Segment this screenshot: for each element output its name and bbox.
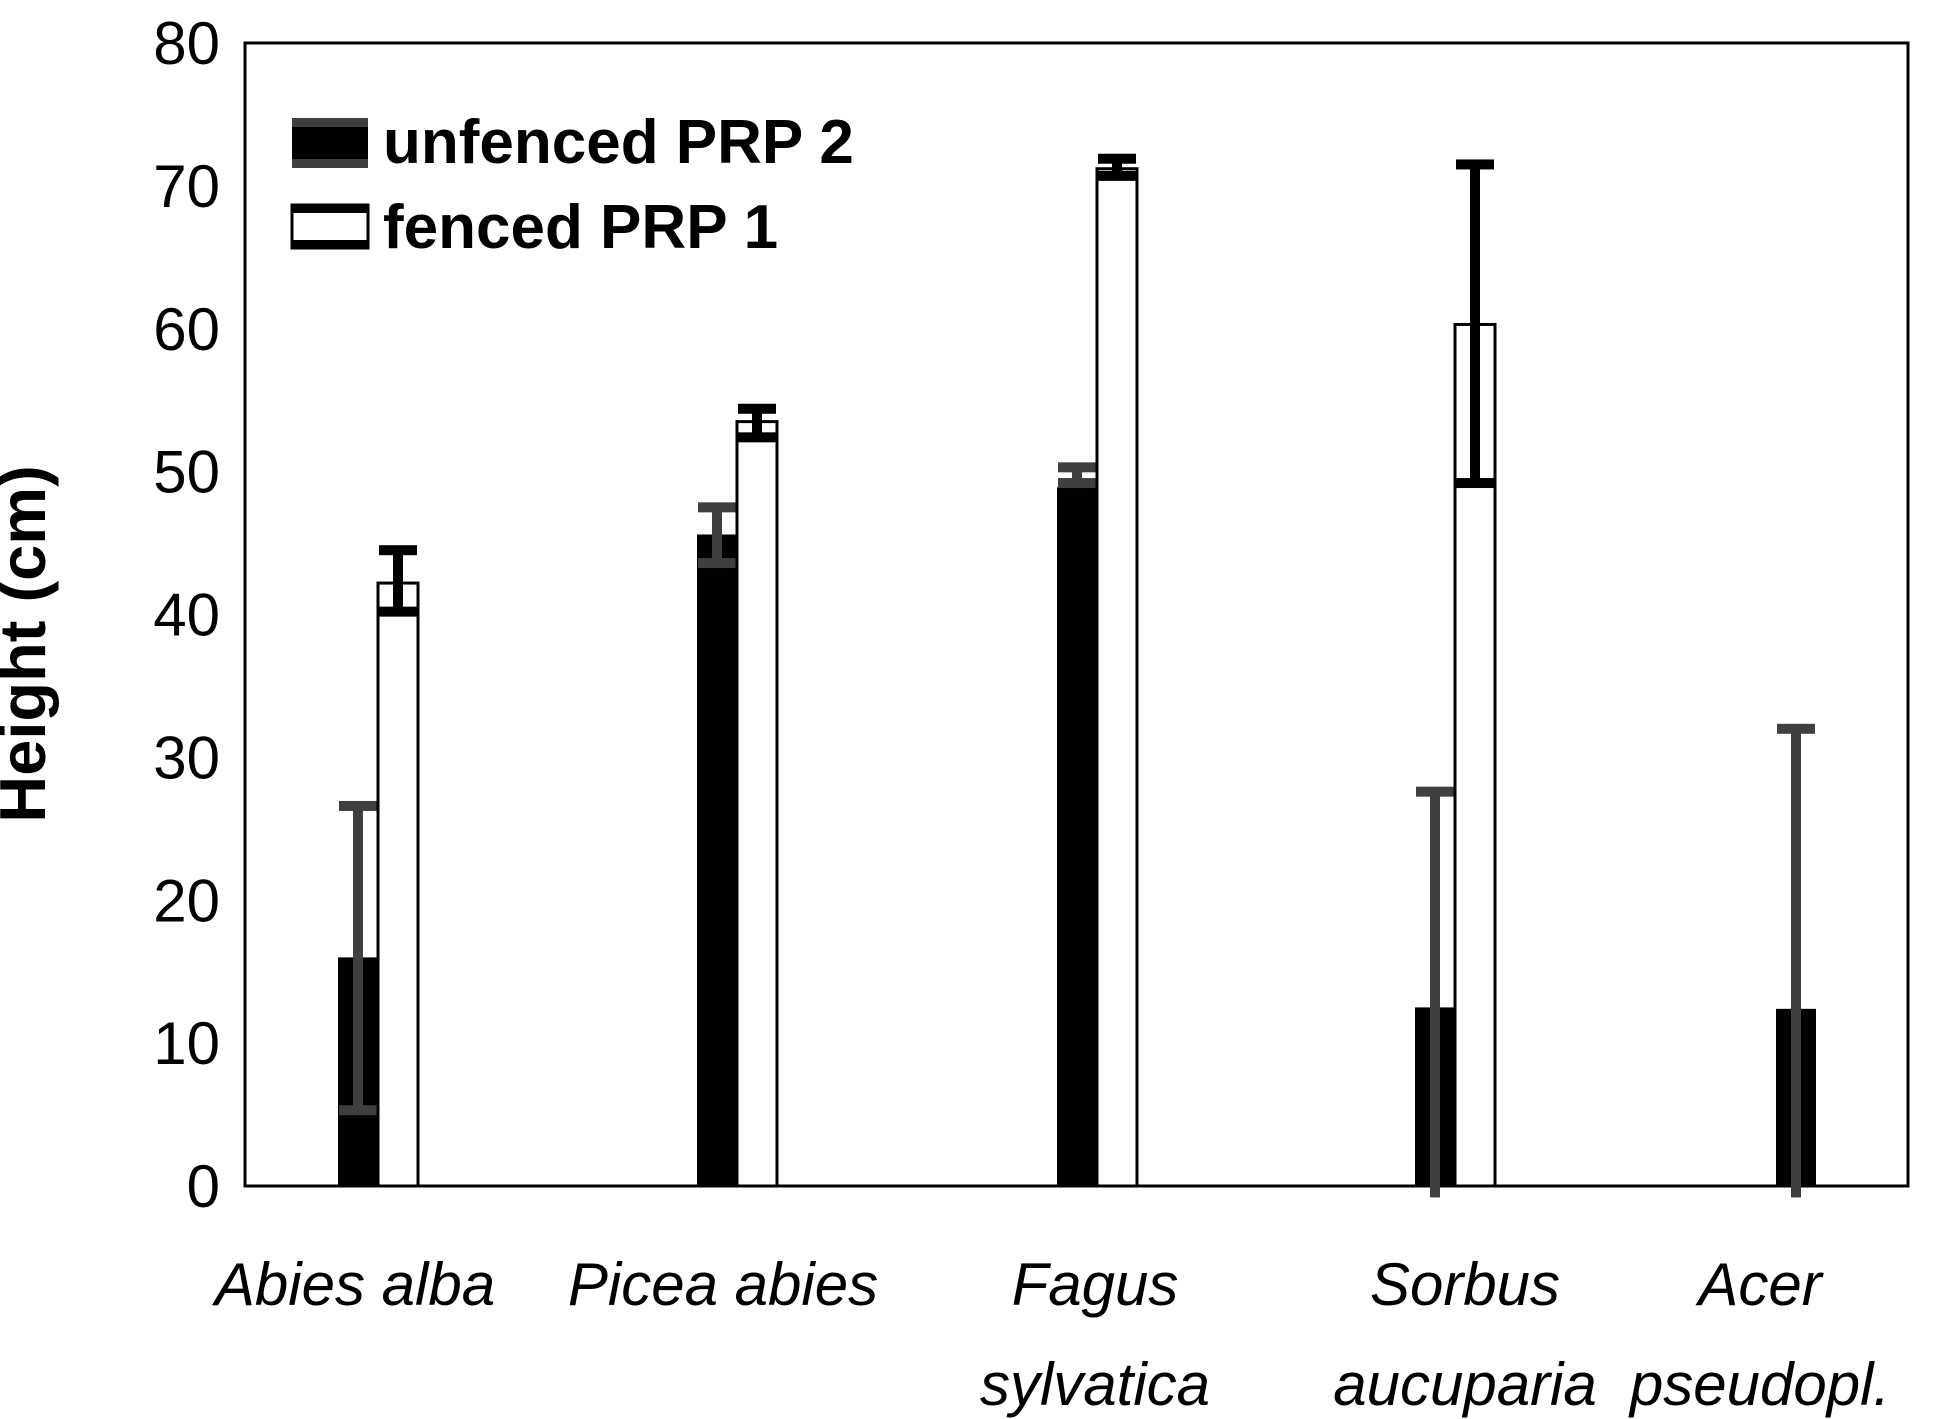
legend-swatch-unfenced-cap xyxy=(292,159,368,168)
plot-area: 0 10 20 30 40 50 60 70 80 Abies alba Picea abies Fa… xyxy=(153,10,1910,1418)
y-tick-label-50: 50 xyxy=(153,439,220,506)
x-category-label: Picea abies xyxy=(568,1251,878,1318)
error-bar-stem xyxy=(1072,467,1082,484)
legend: unfenced PRP 2 fenced PRP 1 xyxy=(290,108,854,262)
error-bar-cap-top xyxy=(339,800,377,811)
error-bar-stem xyxy=(712,507,722,564)
y-tick-label-0: 0 xyxy=(187,1153,220,1220)
bar-fenced-picea-abies xyxy=(735,420,779,1188)
error-bar-cap-top xyxy=(1098,153,1136,164)
x-category-label: Sorbus xyxy=(1370,1251,1560,1318)
error-bar-cap-bottom xyxy=(738,432,776,443)
error-bar-cap-bottom xyxy=(1058,478,1096,489)
legend-swatch-unfenced-cap xyxy=(292,118,368,127)
legend-label-unfenced: unfenced PRP 2 xyxy=(383,108,854,177)
error-bar-cap-bottom xyxy=(698,558,736,569)
error-bar-cap-bottom xyxy=(379,606,417,617)
error-bar-stem xyxy=(1470,164,1480,484)
y-axis-title: Height (cm) xyxy=(0,465,59,823)
legend-swatch-fenced-cap xyxy=(292,240,368,248)
error-bar-stem xyxy=(353,805,363,1111)
x-category-label: pseudopl. xyxy=(1628,1351,1890,1418)
y-tick-label-40: 40 xyxy=(153,582,220,649)
error-bar-cap-top xyxy=(1058,462,1096,473)
bar-unfenced-picea-abies xyxy=(697,534,737,1186)
error-bar-cap-top xyxy=(1416,786,1454,797)
bar-fenced-fagus-sylvatica xyxy=(1095,167,1139,1188)
error-bar-cap-bottom xyxy=(1098,170,1136,181)
bar-fenced-abies-alba xyxy=(376,581,420,1188)
error-bar-stem xyxy=(1112,158,1122,176)
error-bar-cap-top xyxy=(1456,159,1494,170)
y-tick-label-70: 70 xyxy=(153,153,220,220)
y-tick-label-30: 30 xyxy=(153,724,220,791)
x-category-label: Fagus xyxy=(1012,1251,1179,1318)
error-bar-stem xyxy=(1791,728,1801,1198)
error-bar-stem xyxy=(1430,791,1440,1198)
error-bar-cap-bottom xyxy=(1456,478,1494,489)
x-category-label: aucuparia xyxy=(1333,1351,1597,1418)
legend-swatch-fenced-cap xyxy=(292,205,368,213)
error-bar-stem xyxy=(752,408,762,438)
x-category-label: Acer xyxy=(1695,1251,1823,1318)
y-tick-label-60: 60 xyxy=(153,296,220,363)
y-tick-label-10: 10 xyxy=(153,1010,220,1077)
error-bar-cap-bottom xyxy=(339,1105,377,1116)
y-tick-label-80: 80 xyxy=(153,10,220,77)
x-category-label: sylvatica xyxy=(980,1351,1210,1418)
error-bar-cap-top xyxy=(738,403,776,414)
bar-unfenced-fagus-sylvatica xyxy=(1057,487,1097,1186)
error-bar-cap-top xyxy=(1777,723,1815,734)
x-category-label: Abies alba xyxy=(212,1251,495,1318)
error-bar-cap-top xyxy=(698,502,736,513)
error-bar-stem xyxy=(393,550,403,612)
legend-swatches xyxy=(290,118,370,250)
legend-label-fenced: fenced PRP 1 xyxy=(383,193,778,262)
error-bar-cap-top xyxy=(379,545,417,556)
y-tick-label-20: 20 xyxy=(153,867,220,934)
